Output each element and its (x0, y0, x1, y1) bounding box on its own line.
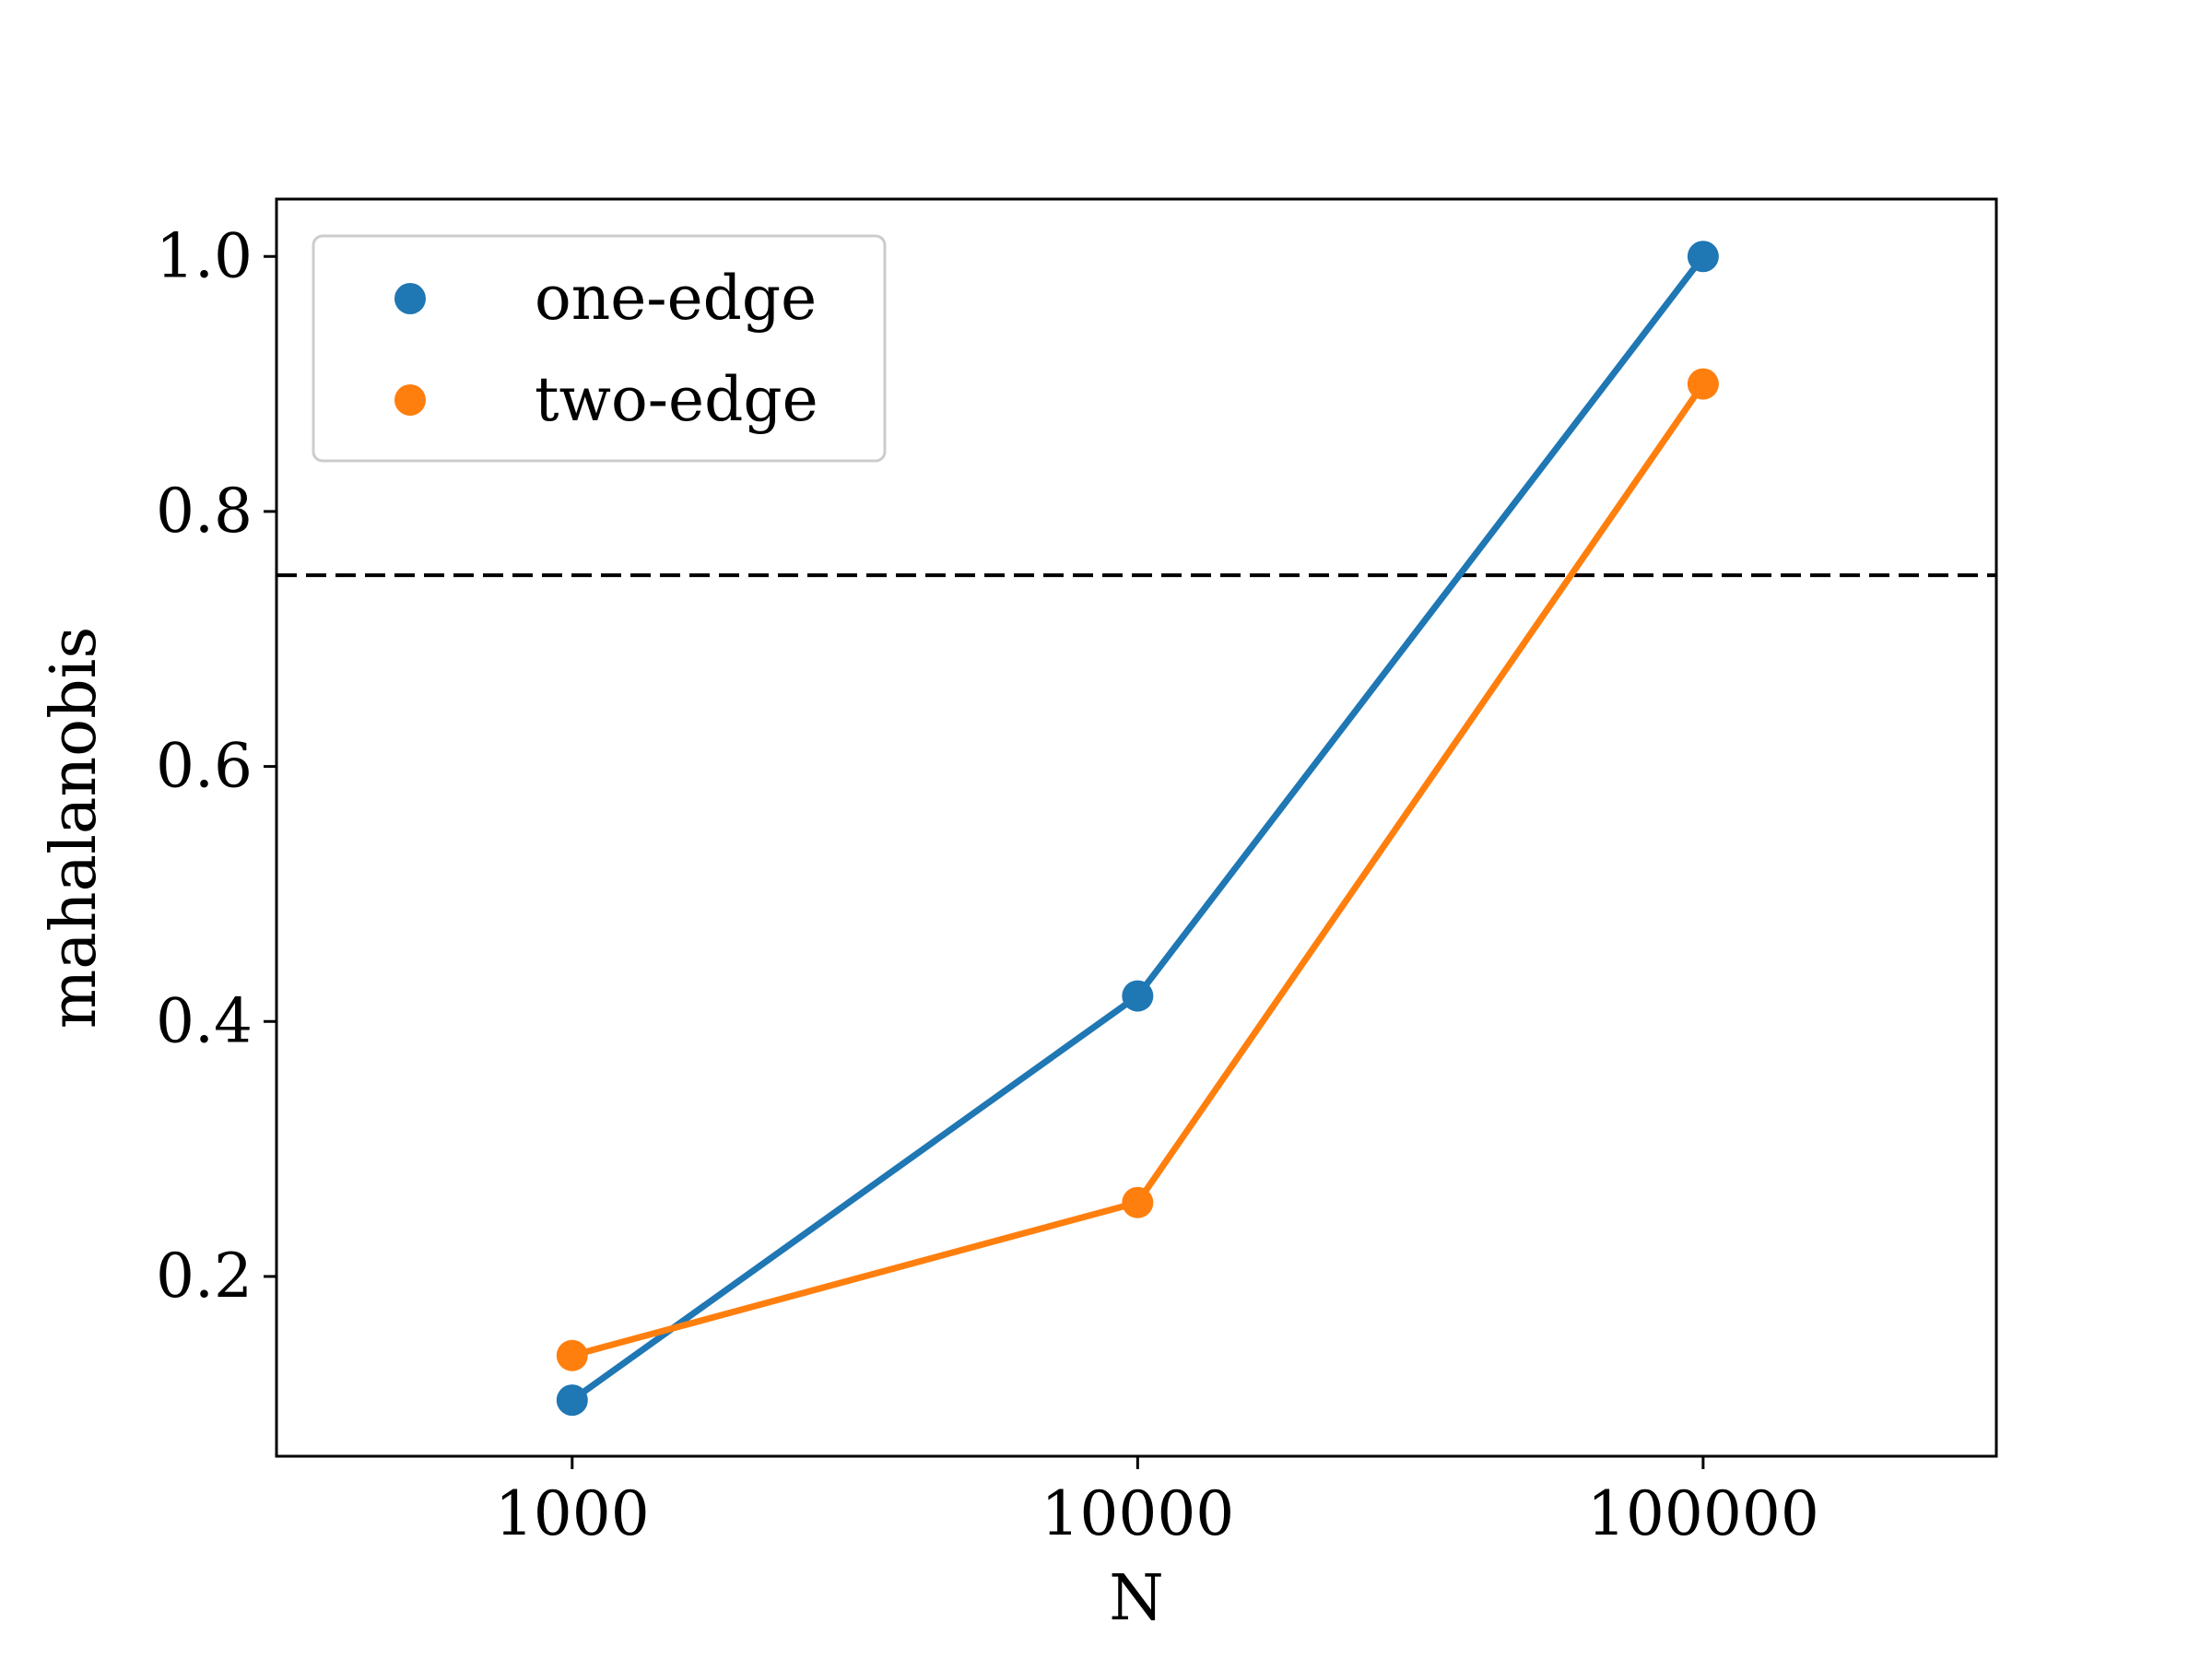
y-axis: 0.2 0.4 0.6 0.8 1.0 (156, 220, 276, 1312)
y-tick-label: 0.6 (156, 731, 253, 802)
y-tick-label: 0.4 (156, 985, 253, 1056)
x-tick-label: 10000 (1041, 1478, 1234, 1549)
data-point-two-edge-0[interactable] (556, 1339, 588, 1371)
x-axis-label: N (1109, 1562, 1164, 1635)
y-tick-label: 0.8 (156, 476, 253, 547)
legend-label-two-edge: two-edge (535, 364, 818, 435)
legend-frame (312, 234, 887, 463)
y-tick-label: 0.2 (156, 1241, 253, 1312)
data-point-one-edge-1[interactable] (1122, 980, 1154, 1012)
x-tick-label: 1000 (495, 1478, 650, 1549)
legend-marker-one-edge (394, 283, 426, 314)
data-point-two-edge-1[interactable] (1122, 1186, 1154, 1218)
legend[interactable]: one-edge two-edge (312, 234, 887, 463)
x-tick-label: 100000 (1587, 1478, 1819, 1549)
data-point-one-edge-2[interactable] (1687, 241, 1719, 273)
x-axis: 1000 10000 100000 (495, 1456, 1819, 1549)
y-tick-label: 1.0 (156, 220, 253, 291)
legend-label-one-edge: one-edge (535, 263, 817, 334)
data-point-one-edge-0[interactable] (556, 1384, 588, 1417)
legend-marker-two-edge (394, 384, 426, 416)
series-layer (556, 241, 1719, 1417)
y-axis-label: mahalanobis (38, 627, 111, 1030)
data-point-two-edge-2[interactable] (1687, 368, 1719, 400)
